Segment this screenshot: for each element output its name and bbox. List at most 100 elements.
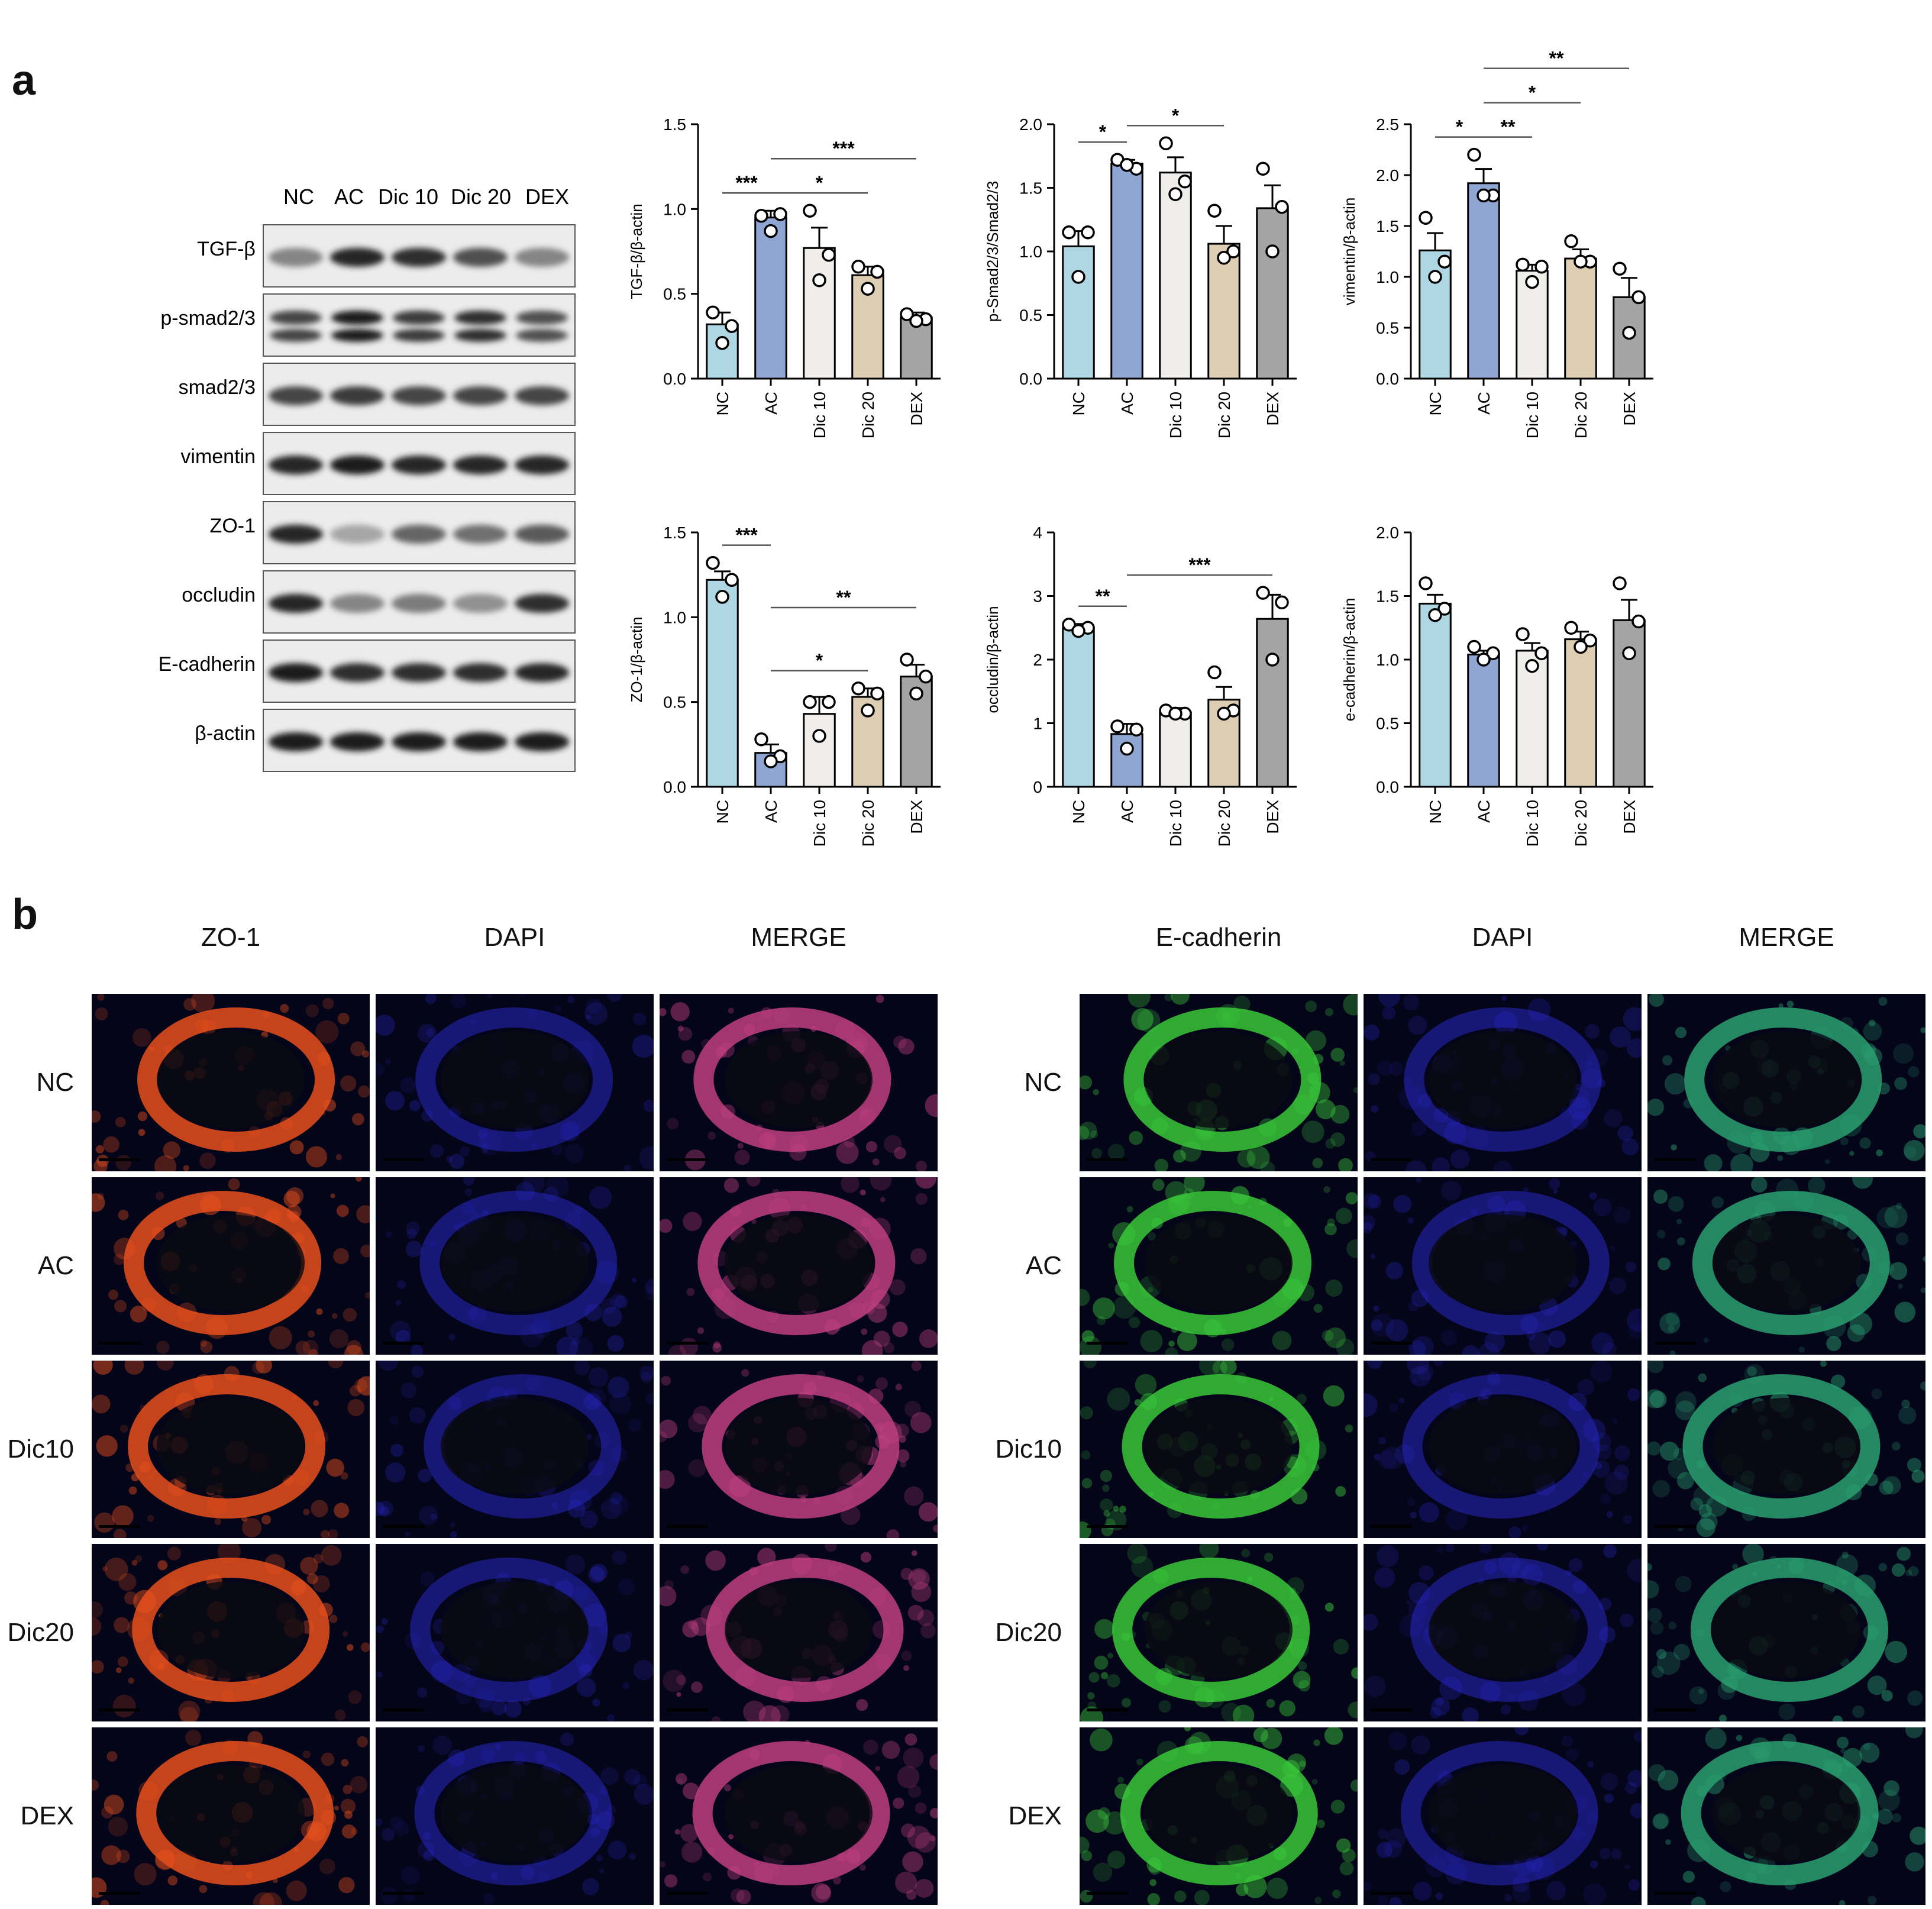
tissue-speckle — [1364, 1214, 1376, 1230]
tissue-speckle — [728, 1007, 734, 1014]
tissue-speckle — [1859, 1137, 1871, 1149]
tissue-speckle — [200, 1339, 208, 1347]
y-tick-label: 0.5 — [663, 693, 686, 712]
tissue-speckle — [157, 1560, 168, 1571]
if-column-header: ZO-1 — [201, 923, 261, 952]
blot-band — [330, 386, 385, 405]
scale-bar — [1087, 1708, 1128, 1711]
tissue-speckle — [302, 1750, 311, 1759]
tissue-speckle — [482, 1149, 488, 1154]
data-point — [1256, 161, 1270, 176]
data-point — [861, 703, 875, 718]
tissue-speckle — [331, 1313, 338, 1319]
tissue-speckle — [449, 1154, 465, 1169]
significance-label: * — [1529, 82, 1536, 104]
tissue-speckle — [1378, 994, 1400, 1007]
y-tick-label: 0.0 — [1376, 778, 1399, 796]
scale-bar — [99, 1708, 140, 1711]
x-tick-label: NC — [1070, 392, 1088, 415]
scale-bar — [383, 1158, 424, 1161]
airway-ring — [697, 1191, 896, 1335]
tissue-speckle — [1087, 1692, 1095, 1700]
tissue-speckle — [1312, 1158, 1323, 1168]
tissue-speckle — [622, 1682, 629, 1690]
tissue-speckle — [1736, 1734, 1743, 1742]
tissue-speckle — [1590, 1361, 1613, 1383]
tissue-speckle — [1604, 1793, 1614, 1804]
tissue-speckle — [1385, 1319, 1408, 1342]
tissue-speckle — [1565, 1748, 1579, 1762]
tissue-speckle — [1659, 1441, 1679, 1461]
airway-lumen — [1713, 1398, 1860, 1495]
data-point — [1477, 188, 1491, 203]
tissue-speckle — [1798, 1346, 1805, 1353]
blot-band — [516, 311, 568, 325]
tissue-speckle — [1236, 1884, 1249, 1897]
tissue-speckle — [917, 1609, 935, 1627]
tissue-speckle — [350, 1041, 366, 1057]
if-micrograph-tile — [1080, 1177, 1358, 1355]
tissue-speckle — [1587, 1761, 1594, 1768]
tissue-speckle — [1718, 1714, 1727, 1721]
tissue-speckle — [418, 1468, 432, 1483]
blot-band — [330, 663, 385, 682]
x-tick-label: NC — [1426, 800, 1445, 823]
tissue-speckle — [1595, 1462, 1603, 1469]
tissue-speckle — [903, 1665, 909, 1671]
tissue-speckle — [269, 1326, 292, 1349]
tissue-speckle — [395, 1330, 411, 1345]
tissue-speckle — [1659, 1313, 1681, 1334]
tissue-speckle — [425, 994, 437, 1004]
tissue-speckle — [1129, 1130, 1143, 1145]
tissue-speckle — [322, 997, 334, 1010]
tissue-speckle — [664, 1579, 674, 1590]
tissue-speckle — [338, 1876, 355, 1894]
tissue-speckle — [286, 1880, 307, 1901]
tissue-speckle — [1091, 1148, 1103, 1159]
micrograph-svg — [1364, 994, 1642, 1171]
tissue-speckle — [1266, 1698, 1275, 1708]
tissue-speckle — [1649, 1391, 1667, 1408]
chart-vimentin: 0.0 0.5 1.0 1.5 2.0 2.5 vimentin/β-actin NC AC Di… — [1310, 48, 1665, 473]
tissue-speckle — [154, 1155, 177, 1171]
tissue-speckle — [183, 1165, 190, 1171]
tissue-speckle — [1345, 1424, 1353, 1433]
airway-ring — [1404, 1007, 1602, 1152]
scale-bar — [667, 1708, 708, 1711]
tissue-speckle — [1778, 1703, 1795, 1720]
tissue-speckle — [896, 1449, 910, 1463]
airway-ring — [1692, 1191, 1890, 1335]
tissue-speckle — [1839, 1900, 1846, 1905]
tissue-speckle — [1610, 1245, 1616, 1251]
tissue-speckle — [409, 1100, 421, 1112]
data-point — [1534, 646, 1549, 660]
tissue-speckle — [1416, 1177, 1422, 1183]
tissue-speckle — [1898, 1283, 1903, 1289]
tissue-speckle — [1675, 1400, 1695, 1420]
airway-ring — [692, 1741, 890, 1885]
chart-svg: 0.0 0.5 1.0 1.5 ZO-1/β-actin NC AC Dic 10 Dic 20… — [628, 524, 941, 847]
tissue-speckle — [1682, 1871, 1695, 1883]
blot-lane-label: Dic 10 — [378, 185, 438, 209]
blot-band — [269, 386, 323, 405]
tissue-speckle — [1241, 1549, 1251, 1558]
tissue-speckle — [1431, 1697, 1450, 1716]
tissue-speckle — [341, 1759, 349, 1767]
tissue-speckle — [167, 1546, 182, 1561]
micrograph-svg — [660, 1177, 938, 1355]
tissue-speckle — [1852, 1177, 1873, 1189]
significance-label: * — [1099, 121, 1107, 143]
tissue-speckle — [1836, 1736, 1849, 1749]
tissue-speckle — [900, 1568, 913, 1580]
tissue-speckle — [253, 1892, 275, 1905]
tissue-speckle — [893, 1797, 904, 1809]
tissue-speckle — [1908, 1566, 1919, 1577]
x-tick-label: AC — [1475, 800, 1493, 823]
tissue-speckle — [668, 1345, 687, 1355]
tissue-speckle — [1720, 1881, 1731, 1892]
bar — [1256, 207, 1289, 380]
bar — [1159, 711, 1192, 788]
blot-protein-label: ZO-1 — [210, 515, 256, 537]
tissue-speckle — [857, 1375, 864, 1383]
tissue-speckle — [1437, 1546, 1445, 1553]
